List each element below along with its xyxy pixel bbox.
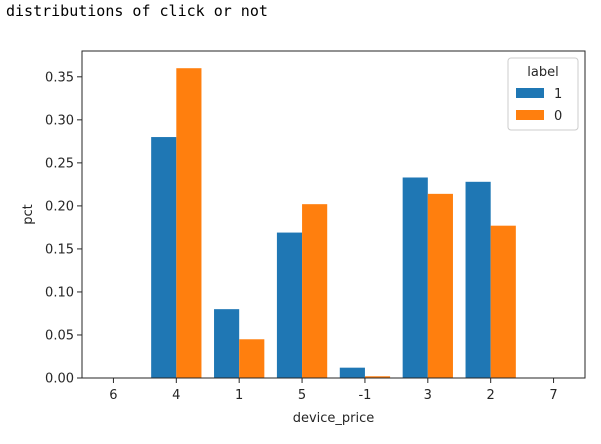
y-tick-label: 0.05 [45,328,74,343]
y-axis-label: pct [21,204,36,225]
x-tick-label: 6 [109,388,117,403]
bar-1-series-1 [214,309,240,378]
chart-caption: distributions of click or not [6,2,268,20]
y-tick-label: 0.35 [45,70,74,85]
y-tick-label: 0.30 [45,113,74,128]
bar-2-series-0 [490,225,516,378]
y-tick-label: 0.15 [45,242,74,257]
x-tick-label: 4 [172,388,180,403]
legend: label 1 0 [507,57,579,131]
x-tick-label: -1 [358,388,371,403]
x-tick-label: 3 [424,388,432,403]
bars-group [151,68,516,379]
x-tick-label: 5 [298,388,306,403]
bar--1-series-0 [364,376,391,378]
legend-label-series-1: 1 [554,87,562,102]
x-tick-label: 2 [487,388,495,403]
bar-5-series-1 [276,232,303,378]
bar-3-series-0 [427,193,453,378]
y-tick-label: 0.00 [45,372,74,387]
x-tick-label: 7 [549,388,557,403]
legend-title: label [527,65,558,80]
bar-1-series-0 [239,339,265,378]
y-tick-label: 0.10 [45,285,74,300]
legend-swatch-series-1 [516,88,544,98]
x-axis-label: device_price [293,411,375,426]
plot-frame [81,50,586,379]
bar-3-series-1 [402,177,428,378]
legend-label-series-0: 0 [554,109,562,124]
y-tick-label: 0.25 [45,156,74,171]
legend-swatch-series-0 [516,110,544,120]
x-tick-label: 1 [235,388,243,403]
bar-4-series-1 [151,137,177,378]
y-tick-label: 0.20 [45,199,74,214]
bar--1-series-1 [339,367,365,378]
bar-2-series-1 [465,181,491,378]
bar-4-series-0 [176,68,202,379]
bar-5-series-0 [302,204,328,378]
x-axis: 6 4 1 5 -1 3 2 7 [109,378,558,403]
y-axis: 0.00 0.05 0.10 0.15 0.20 0.25 0.30 0.35 [45,70,82,387]
